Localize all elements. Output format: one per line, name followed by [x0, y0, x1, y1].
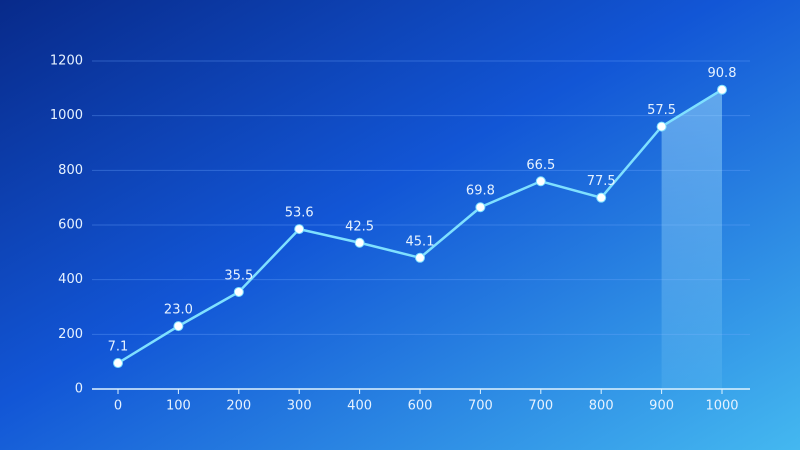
point	[233, 286, 244, 297]
y-tick-label: 800	[58, 163, 83, 178]
y-tick-label: 1200	[50, 54, 83, 69]
point-label: 77.5	[587, 174, 616, 189]
point	[415, 252, 425, 263]
point	[535, 176, 546, 187]
point-label: 66.5	[526, 158, 555, 173]
y-tick-label: 200	[58, 327, 83, 342]
point	[354, 237, 365, 248]
point-label: 42.5	[345, 219, 374, 234]
point-label: 90.8	[708, 66, 737, 81]
point-label: 23.0	[164, 303, 193, 318]
point	[596, 192, 607, 203]
x-tick-label: 200	[226, 399, 251, 414]
x-tick-label: 600	[408, 399, 433, 414]
x-tick-label: 400	[347, 399, 372, 414]
point	[475, 202, 486, 213]
point-label: 7.1	[108, 340, 129, 355]
point	[173, 321, 184, 332]
x-tick-label: 900	[649, 399, 674, 414]
point-label: 69.8	[466, 184, 495, 199]
x-tick-label: 700	[528, 399, 553, 414]
point	[294, 224, 305, 235]
point-label: 35.5	[224, 268, 253, 283]
point-label: 53.6	[285, 206, 314, 221]
point-label: 57.5	[647, 103, 676, 118]
y-tick-label: 1000	[50, 108, 83, 123]
x-tick-label: 800	[589, 399, 614, 414]
x-tick-label: 300	[287, 399, 312, 414]
x-tick-label: 100	[166, 399, 191, 414]
y-tick-label: 400	[58, 272, 83, 287]
area-highlight	[661, 89, 722, 389]
y-tick-label: 0	[75, 382, 83, 397]
point	[656, 121, 667, 132]
x-tick-label: 0	[114, 399, 122, 414]
x-tick-label: 1000	[705, 399, 738, 414]
x-tick-label: 700	[468, 399, 493, 414]
point-label: 45.1	[406, 234, 435, 249]
y-tick-label: 600	[58, 218, 83, 233]
point	[113, 358, 123, 369]
point	[717, 84, 727, 95]
